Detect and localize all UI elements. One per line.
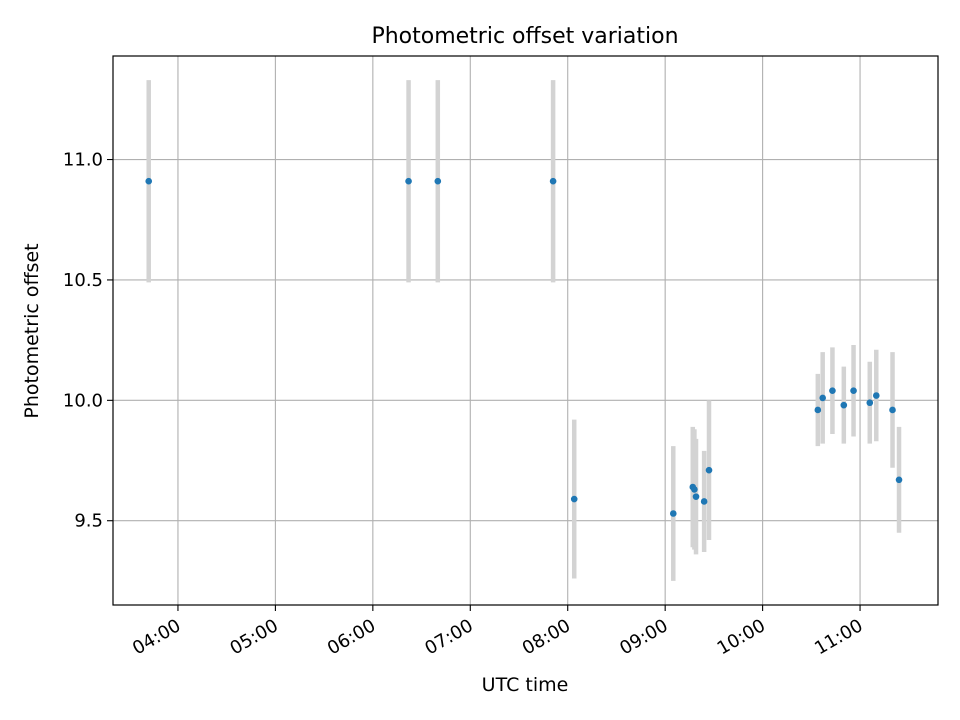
- data-point: [814, 406, 822, 414]
- x-axis-title: UTC time: [482, 674, 569, 696]
- data-point: [705, 466, 713, 474]
- data-point: [669, 510, 677, 517]
- data-point: [434, 177, 442, 185]
- grid-layer: [113, 56, 938, 605]
- chart-title: Photometric offset variation: [371, 24, 678, 49]
- data-point: [850, 387, 857, 394]
- data-point: [570, 495, 578, 503]
- data-point: [549, 177, 557, 185]
- data-layer: [145, 80, 903, 581]
- data-point: [889, 406, 896, 414]
- data-point: [700, 498, 708, 505]
- y-tick-label: 11.0: [63, 150, 103, 171]
- y-tick-label: 10.0: [63, 390, 103, 411]
- data-point: [866, 399, 874, 407]
- y-tick-label: 9.5: [74, 511, 103, 532]
- data-point: [840, 401, 848, 409]
- data-point: [895, 476, 903, 484]
- data-point: [405, 177, 412, 185]
- data-point: [819, 394, 826, 402]
- data-point: [829, 387, 836, 394]
- data-point: [145, 177, 153, 185]
- data-point: [691, 486, 698, 493]
- y-tick-label: 10.5: [63, 270, 103, 291]
- data-point: [692, 493, 700, 500]
- data-point: [872, 392, 880, 399]
- plot-area-frame: [112, 55, 939, 606]
- y-axis-title: Photometric offset: [21, 243, 43, 418]
